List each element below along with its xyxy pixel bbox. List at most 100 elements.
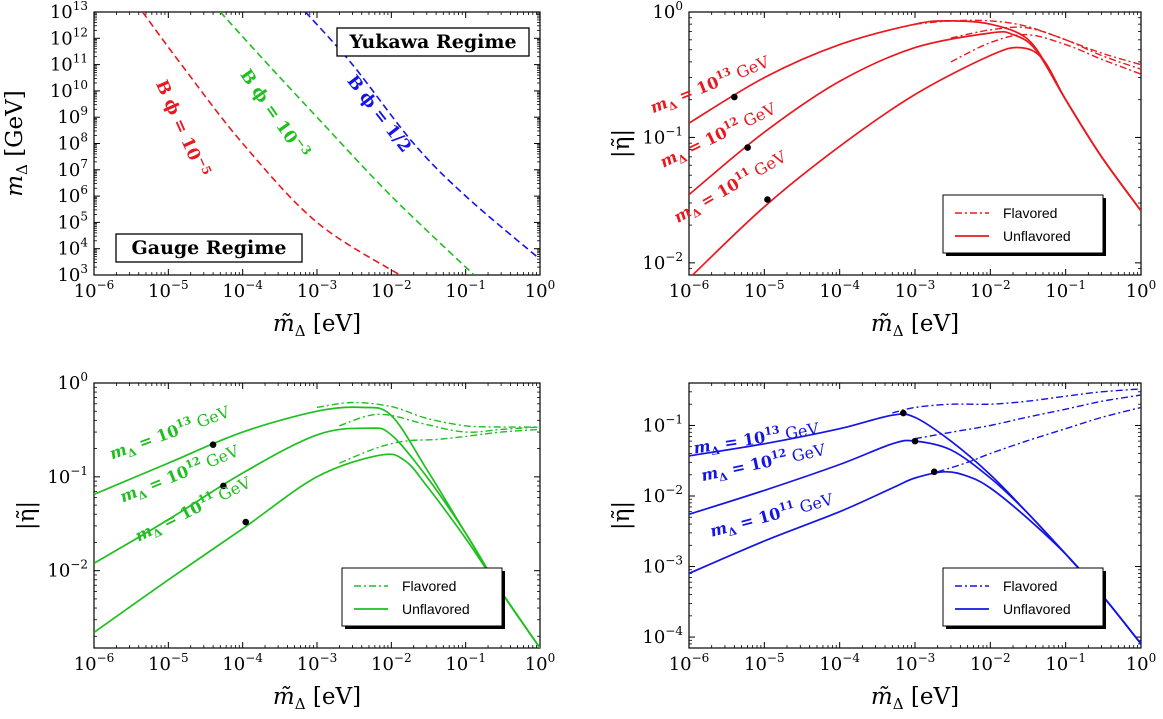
y-axis-label: |η̃| — [609, 501, 635, 530]
x-tick-label: 10−4 — [222, 278, 263, 302]
legend-box — [942, 194, 1104, 254]
x-tick-label: 10−6 — [74, 651, 115, 675]
y-tick-label: 106 — [57, 183, 88, 207]
x-tick-label: 10−2 — [371, 651, 412, 675]
legend-box — [341, 567, 503, 627]
y-axis-label: mΔ [GeV] — [2, 90, 31, 197]
y-tick-label: 1013 — [50, 0, 88, 23]
flavored-line — [950, 26, 1141, 70]
flavored-line — [316, 401, 540, 428]
y-tick-label: 10−3 — [642, 554, 683, 578]
x-tick-label: 10−1 — [445, 651, 486, 675]
flavored-line — [339, 413, 540, 433]
y-tick-label: 1011 — [50, 52, 88, 76]
unflavored-line — [689, 470, 1141, 645]
y-tick-label: 10−2 — [642, 250, 683, 274]
flavored-line — [892, 388, 1141, 414]
y-tick-label: 10−2 — [642, 483, 683, 507]
x-axis-label: m̃Δ [eV] — [871, 684, 959, 713]
y-tick-label: 1012 — [50, 25, 88, 49]
y-axis-label: |η̃| — [609, 129, 635, 158]
x-tick-label: 100 — [525, 651, 556, 675]
curve-label: B ϕ = 1/2 — [343, 72, 416, 157]
mass-label: mΔ = 1011 GeV — [707, 488, 836, 544]
flavored-line — [339, 428, 540, 464]
x-tick-label: 10−2 — [970, 278, 1011, 302]
x-tick-label: 10−4 — [222, 651, 263, 675]
y-tick-label: 103 — [57, 262, 88, 286]
legend-flavored-label: Flavored — [1003, 578, 1057, 594]
legend-unflavored-label: Unflavored — [1003, 601, 1071, 617]
x-tick-label: 10−5 — [744, 651, 785, 675]
x-axis-label: m̃Δ [eV] — [871, 311, 959, 340]
unflavored-line — [94, 427, 540, 648]
y-tick-label: 105 — [57, 209, 88, 233]
yukawa-regime-label-box — [336, 27, 530, 57]
x-tick-label: 100 — [525, 278, 556, 302]
x-tick-label: 100 — [1126, 278, 1157, 302]
legend-unflavored-label: Unflavored — [402, 601, 470, 617]
axes-4: 10−6 10−5 10−4 10−3 10−2 10−1 100 10−4 10−3 10−2 1… — [609, 382, 1157, 713]
axes-2: 10−6 10−5 10−4 10−3 10−2 10−1 100 10−2 10−1 100 m̃… — [609, 0, 1156, 340]
curve-label: B ϕ = 10−5 — [151, 76, 214, 181]
x-axis-label: m̃Δ [eV] — [273, 311, 361, 340]
legend-box — [942, 567, 1104, 627]
x-tick-label: 10−3 — [297, 651, 338, 675]
mass-marker — [242, 518, 250, 526]
x-tick-label: 10−3 — [297, 278, 338, 302]
mass-marker — [764, 196, 771, 203]
x-tick-label: 10−1 — [1045, 651, 1086, 675]
x-tick-label: 10−6 — [669, 278, 710, 302]
yukawa-regime-label: Yukawa Regime — [348, 31, 516, 53]
legend: Flavored Unflavored — [942, 567, 1106, 629]
y-tick-label: 10−1 — [642, 412, 683, 436]
mass-marker — [930, 468, 938, 476]
y-tick-label: 100 — [652, 0, 683, 23]
mass-marker — [744, 144, 751, 151]
legend-flavored-label: Flavored — [402, 578, 456, 594]
y-tick-label: 10−1 — [47, 464, 88, 488]
gauge-regime-label: Gauge Regime — [132, 237, 287, 259]
y-tick-label: 10−2 — [47, 558, 88, 582]
mass-marker — [209, 441, 217, 449]
y-tick-label: 100 — [57, 370, 88, 394]
unflavored-line — [94, 453, 540, 648]
x-tick-label: 10−1 — [1045, 278, 1086, 302]
flavored-line — [950, 33, 1141, 75]
boundary-line-red — [141, 12, 401, 275]
x-tick-label: 10−5 — [744, 278, 785, 302]
x-tick-label: 10−3 — [895, 278, 936, 302]
mass-marker — [220, 482, 227, 490]
x-tick-label: 10−1 — [445, 278, 486, 302]
y-tick-label: 109 — [57, 104, 88, 128]
x-tick-label: 10−5 — [148, 651, 189, 675]
legend-unflavored-label: Unflavored — [1003, 228, 1071, 244]
x-tick-label: 10−3 — [895, 651, 936, 675]
mass-marker — [911, 437, 919, 445]
legend: Flavored Unflavored — [942, 194, 1106, 256]
flavored-line — [937, 406, 1141, 473]
x-axis-label: m̃Δ [eV] — [273, 684, 361, 713]
y-tick-label: 108 — [57, 131, 88, 155]
x-tick-label: 10−2 — [371, 278, 412, 302]
legend: Flavored Unflavored — [341, 567, 505, 629]
x-tick-label: 100 — [1126, 651, 1157, 675]
axes-3: 10−6 10−5 10−4 10−3 10−2 10−1 100 10−2 10−1 100 m̃… — [14, 370, 555, 713]
y-tick-label: 10−4 — [642, 624, 683, 648]
flavored-line — [914, 394, 1141, 440]
mass-marker — [731, 93, 738, 101]
y-axis-label: |η̃| — [14, 501, 40, 530]
legend-flavored-label: Flavored — [1003, 205, 1057, 221]
x-tick-label: 10−6 — [74, 278, 115, 302]
boundary-line-green — [219, 12, 475, 275]
y-tick-label: 1010 — [50, 78, 88, 102]
flavored-line — [914, 19, 1141, 66]
gauge-regime-label-box — [115, 233, 303, 263]
x-tick-label: 10−5 — [148, 278, 189, 302]
y-tick-label: 10−1 — [642, 124, 683, 148]
x-tick-label: 10−6 — [669, 651, 710, 675]
axes-1: 10−6 10−5 10−4 10−3 10−2 10−1 1001031041051061… — [2, 0, 555, 340]
x-tick-label: 10−4 — [819, 278, 860, 302]
unflavored-line — [691, 46, 1141, 275]
